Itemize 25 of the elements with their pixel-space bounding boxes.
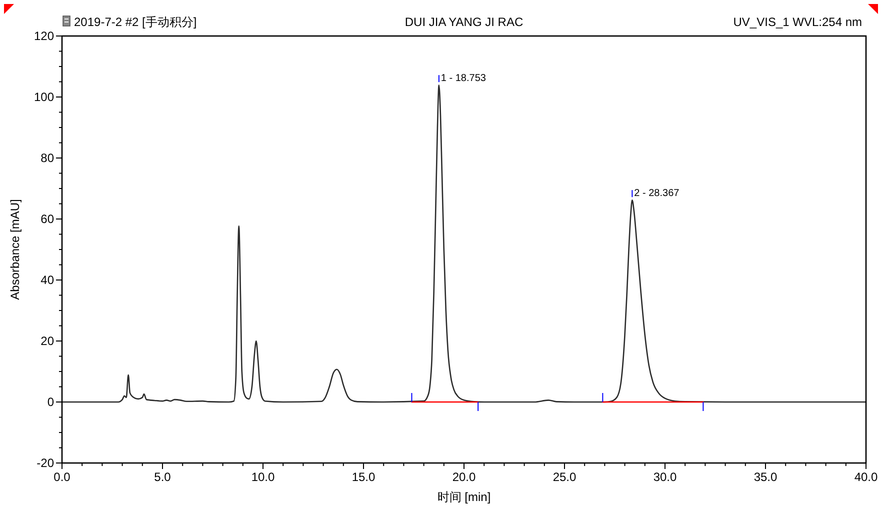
x-tick-label: 20.0 [452,470,476,484]
y-tick-label: 100 [34,90,54,104]
y-tick-label: 120 [34,29,54,43]
annotation: 1 - 18.753 [440,73,486,84]
x-axis-title: 时间 [min] [437,490,491,504]
y-tick-label: -20 [36,456,54,470]
y-tick-label: 40 [40,273,54,287]
annotation: 2 - 28.367 [634,188,680,200]
text: UV_VIS_1 WVL:254 nm [733,15,862,29]
line-series [61,84,867,403]
y-axis-title: Absorbance [mAU] [8,199,22,300]
y-tick-label: 60 [40,212,54,226]
x-tick-label: 35.0 [754,470,778,484]
chart-title: DUI JIA YANG JI RAC [404,15,524,29]
x-tick-label: 25.0 [552,470,576,484]
x-tick-label: 15.0 [352,470,376,484]
y-tick-label: 80 [40,151,54,165]
y-tick-label: 20 [40,334,54,348]
x-tick-label: 10.0 [251,470,275,484]
y-tick-label: 0 [47,395,54,409]
x-tick-label: 5.0 [154,470,172,484]
x-tick-label: 0.0 [54,470,71,484]
x-tick-label: 30.0 [653,470,677,484]
x-tick-label: 40.0 [854,470,878,484]
chart-subtitle: 2019-7-2 #2 [手动积分] [74,15,197,29]
